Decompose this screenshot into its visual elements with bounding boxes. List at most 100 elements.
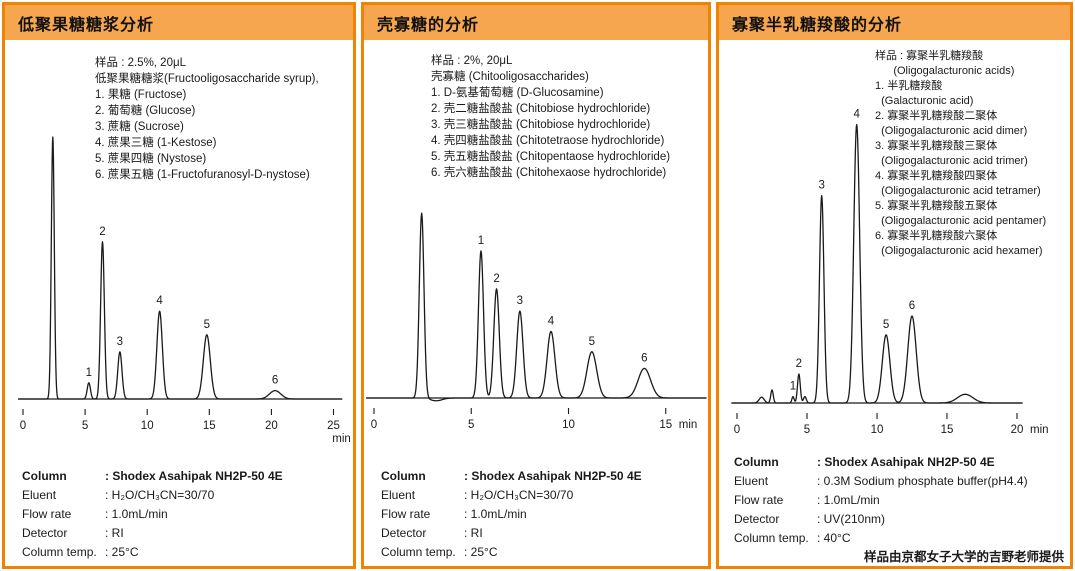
x-axis-tick-label: 10 [562,419,575,431]
sample-line: 3. 蔗糖 (Sucrose) [95,121,184,133]
x-axis-tick-label: 15 [941,424,954,436]
sample-line: 4. 寡聚半乳糖羧酸四聚体 [875,170,998,182]
condition-label: Column temp. [22,545,97,559]
peak-label: 3 [117,336,123,348]
peak-label: 1 [86,367,92,379]
sample-line: (Oligogalacturonic acid pentamer) [875,215,1047,227]
x-axis-tick-label: 20 [1011,424,1024,436]
x-axis-tick-label: 15 [203,420,216,432]
condition-value: : Shodex Asahipak NH2P-50 4E [817,455,995,469]
sample-line: 2. 葡萄糖 (Glucose) [95,105,196,117]
chromatogram-trace [366,212,707,402]
sample-line: 2. 寡聚半乳糖羧酸二聚体 [875,110,998,122]
sample-line: 样品 : 寡聚半乳糖羧酸 [875,50,984,62]
condition-label: Eluent [381,488,416,502]
conditions-table: Column : Shodex Asahipak NH2P-50 4E Eluent… [22,467,283,562]
condition-row: Column temp. : 25°C [381,543,642,562]
condition-label: Eluent [22,488,57,502]
condition-value: : 1.0mL/min [105,507,168,521]
condition-row: Flow rate: 1.0mL/min [381,505,642,524]
peak-label: 5 [589,336,595,348]
panel-chitooligosaccharides: 0 5 10 15 min 1 2 3 4 5 6 壳寡糖的分析 样品 : 2%, 20μL 壳寡糖 … [361,2,711,569]
chromatogram-trace [17,136,343,400]
panel-header: 寡聚半乳糖羧酸的分析 [719,5,1070,40]
sample-line: (Oligogalacturonic acid hexamer) [875,245,1043,257]
condition-label: Detector [22,526,68,540]
condition-row: Column temp. : 25°C [22,543,283,562]
condition-value: : H₂O/CH₃CN=30/70 [464,488,574,502]
condition-label: Flow rate [381,507,431,521]
peak-label: 5 [883,319,889,331]
condition-label: Column [381,469,426,483]
condition-value: : RI [105,526,124,540]
x-axis-tick-label: 0 [20,420,26,432]
condition-label: Eluent [734,474,769,488]
sample-line: (Oligogalacturonic acid trimer) [875,155,1028,167]
sample-provider-note: 样品由京都女子大学的吉野老师提供 [863,550,1064,564]
condition-value: : UV(210nm) [817,512,886,526]
x-axis-tick-label: 0 [371,419,377,431]
sample-line: (Oligogalacturonic acids) [875,65,1015,77]
sample-line: 1. D-氨基葡萄糖 (D-Glucosamine) [431,87,604,99]
sample-line: (Oligogalacturonic acid tetramer) [875,185,1041,197]
condition-label: Detector [734,512,780,526]
panel-header: 低聚果糖糖浆分析 [5,5,353,40]
chromatogram-chitooligosaccharides: 0 5 10 15 min 1 2 3 4 5 6 [366,212,707,431]
sample-line: 3. 壳三糖盐酸盐 (Chitobiose hydrochloride) [431,119,651,131]
condition-label: Column temp. [381,545,456,559]
peak-label: 6 [272,375,278,387]
condition-value: : 25°C [464,545,498,559]
x-axis-unit-label: min [332,433,351,445]
peak-label: 4 [548,315,555,327]
condition-row: Column : Shodex Asahipak NH2P-50 4E [22,467,283,486]
condition-label: Column [734,455,779,469]
panel-title: 壳寡糖的分析 [377,16,480,34]
x-axis-unit-label: min [1030,424,1049,436]
condition-row: Detector : RI [22,524,283,543]
condition-label: Column [22,469,67,483]
sample-line: 3. 寡聚半乳糖羧酸三聚体 [875,140,998,152]
peak-label: 2 [796,358,802,370]
sample-line: (Oligogalacturonic acid dimer) [875,125,1028,137]
conditions-table: Column : Shodex Asahipak NH2P-50 4E Eluent… [381,467,642,562]
panel-oligogalacturonic-acids: 0 5 10 15 20 min 1 2 3 4 5 6 寡聚半乳糖羧酸的分析 样品 : 寡聚半乳糖羧… [716,2,1073,569]
sample-line: 样品 : 2%, 20μL [431,55,513,67]
condition-row: Flow rate: 1.0mL/min [22,505,283,524]
x-axis-tick-label: 10 [871,424,884,436]
x-axis-tick-label: 5 [468,419,474,431]
sample-line: 5. 壳五糖盐酸盐 (Chitopentaose hydrochloride) [431,151,671,163]
x-axis-tick-label: 25 [327,420,340,432]
condition-value: : Shodex Asahipak NH2P-50 4E [105,469,283,483]
sample-line: 样品 : 2.5%, 20μL [95,57,187,69]
condition-value: : H₂O/CH₃CN=30/70 [105,488,215,502]
sample-description: 样品 : 2%, 20μL 壳寡糖 (Chitooligosaccharides)… [431,53,670,181]
sample-description: 样品 : 寡聚半乳糖羧酸 (Oligogalacturonic acids) 1.… [875,49,1046,259]
condition-row: Detector : UV(210nm) [734,510,1028,529]
sample-line: 5. 蔗果四糖 (Nystose) [95,153,207,165]
condition-row: Column : Shodex Asahipak NH2P-50 4E [381,467,642,486]
panel-fructooligosaccharide: 0 5 10 15 20 25 min 1 2 3 4 5 6 低聚果糖糖浆分析 样品 : 2.5%, … [2,2,356,569]
peak-label: 4 [853,109,860,121]
peak-label: 6 [909,300,915,312]
sample-line: 6. 寡聚半乳糖羧酸六聚体 [875,230,998,242]
condition-row: Column : Shodex Asahipak NH2P-50 4E [734,453,1028,472]
condition-label: Flow rate [734,493,784,507]
condition-row: Detector: RI [381,524,642,543]
peak-label: 4 [156,295,163,307]
x-axis-tick-label: 5 [804,424,810,436]
sample-line: 5. 寡聚半乳糖羧酸五聚体 [875,200,998,212]
condition-row: Flow rate : 1.0mL/min [734,491,1028,510]
condition-row: Eluent : H₂O/CH₃CN=30/70 [381,486,642,505]
condition-value: : 40°C [817,531,851,545]
condition-value: : 25°C [105,545,139,559]
x-axis-tick-label: 20 [265,420,278,432]
sample-line: 4. 壳四糖盐酸盐 (Chitotetraose hydrochloride) [431,135,665,147]
sample-line: (Galacturonic acid) [875,95,974,107]
condition-row: Eluent : H₂O/CH₃CN=30/70 [22,486,283,505]
condition-value: : Shodex Asahipak NH2P-50 4E [464,469,642,483]
sample-line: 壳寡糖 (Chitooligosaccharides) [431,71,589,83]
sample-line: 1. 半乳糖羧酸 [875,80,943,92]
condition-value: : 1.0mL/min [817,493,880,507]
condition-label: Column temp. [734,531,809,545]
